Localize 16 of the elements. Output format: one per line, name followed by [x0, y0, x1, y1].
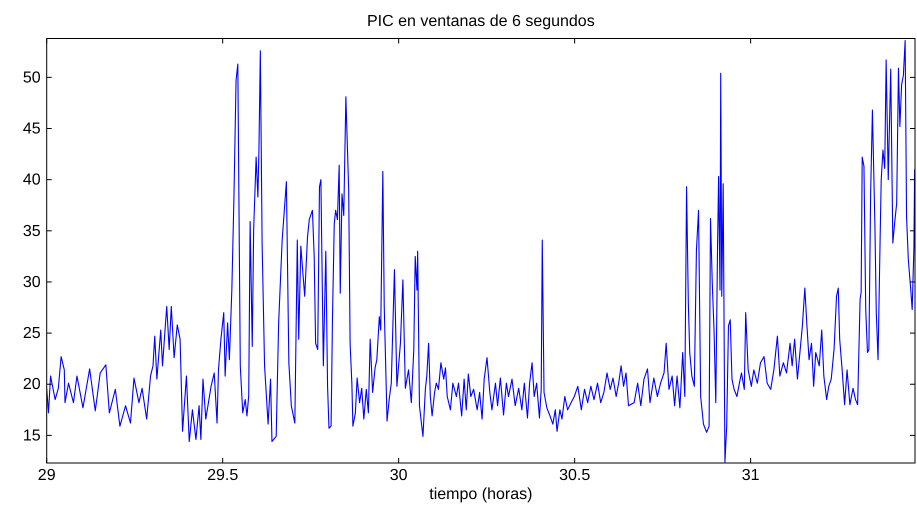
- y-tick-label: 40: [22, 172, 41, 189]
- y-tick-label: 45: [22, 120, 41, 138]
- x-axis-title: tiempo (horas): [429, 486, 532, 503]
- y-tick-label: 30: [22, 274, 41, 291]
- y-tick-label: 50: [22, 69, 41, 86]
- x-tick-label: 29.5: [207, 467, 238, 484]
- y-tick-label: 20: [22, 376, 41, 394]
- line-series: [46, 40, 915, 463]
- x-tick-label: 29: [38, 467, 56, 484]
- y-tick-label: 35: [22, 222, 41, 240]
- x-tick-label: 30.5: [559, 467, 590, 484]
- y-tick-label: 25: [22, 325, 41, 342]
- y-tick-label: 15: [22, 427, 41, 444]
- chart-title: PIC en ventanas de 6 segundos: [366, 13, 595, 30]
- x-tick-label: 31: [742, 467, 760, 484]
- x-tick-label: 30: [390, 467, 408, 484]
